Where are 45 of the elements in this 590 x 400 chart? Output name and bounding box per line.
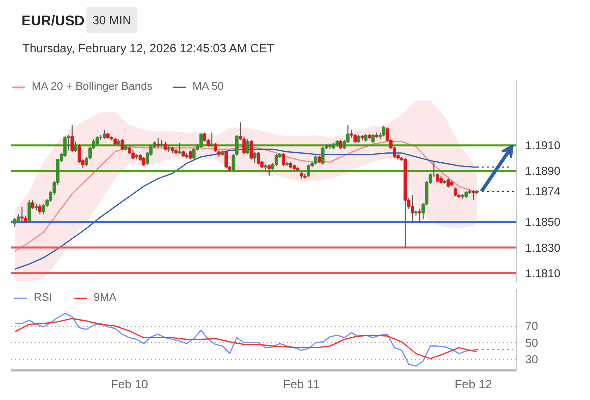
- legend-label: 9MA: [94, 292, 117, 304]
- legend-label: MA 20 + Bollinger Bands: [32, 81, 153, 93]
- candlestick: [282, 152, 286, 167]
- candlestick: [472, 190, 476, 202]
- chart-subtitle: Thursday, February 12, 2026 12:45:03 AM CET: [22, 42, 276, 56]
- candlestick: [200, 134, 203, 149]
- candlestick: [246, 138, 250, 156]
- candlestick: [253, 151, 257, 164]
- y-tick-label: 1.1910: [526, 140, 561, 153]
- candlestick: [410, 194, 414, 223]
- candlestick: [64, 136, 67, 158]
- y-tick-label: 1.1810: [526, 268, 561, 280]
- y-tick-label: 70: [526, 321, 538, 334]
- y-tick-label: 1.1850: [526, 217, 561, 230]
- candlestick: [156, 137, 160, 149]
- legend-label: RSI: [34, 292, 54, 304]
- x-tick-label: Feb 12: [454, 378, 493, 392]
- chart-title: EUR/USD: [22, 12, 85, 28]
- x-tick-label: Feb 10: [111, 378, 149, 392]
- text: 30 MIN: [92, 14, 132, 28]
- candlestick: [256, 151, 260, 166]
- legend-label: MA 50: [192, 81, 224, 93]
- candlestick: [20, 206, 24, 223]
- candlestick: [418, 208, 422, 224]
- candlestick: [268, 164, 272, 177]
- candlestick: [250, 140, 254, 160]
- candlestick: [28, 200, 32, 223]
- y-tick-label: 1.1874: [526, 186, 562, 199]
- candlestick: [274, 154, 278, 167]
- candlestick: [70, 124, 74, 152]
- candlestick: [321, 146, 325, 166]
- y-tick-label: 30: [526, 354, 538, 367]
- candlestick: [38, 204, 42, 216]
- candlestick: [74, 141, 78, 152]
- y-tick-label: 1.1830: [526, 242, 561, 255]
- candlestick: [120, 138, 124, 152]
- candlestick: [178, 142, 182, 156]
- y-tick-label: 1.1890: [526, 166, 561, 178]
- candlestick: [224, 150, 228, 170]
- x-tick-label: Feb 11: [283, 378, 320, 392]
- candlestick: [192, 148, 196, 160]
- y-tick-label: 50: [526, 338, 538, 350]
- line-series: [14, 318, 478, 360]
- candlestick: [210, 132, 214, 148]
- candlestick: [307, 164, 310, 178]
